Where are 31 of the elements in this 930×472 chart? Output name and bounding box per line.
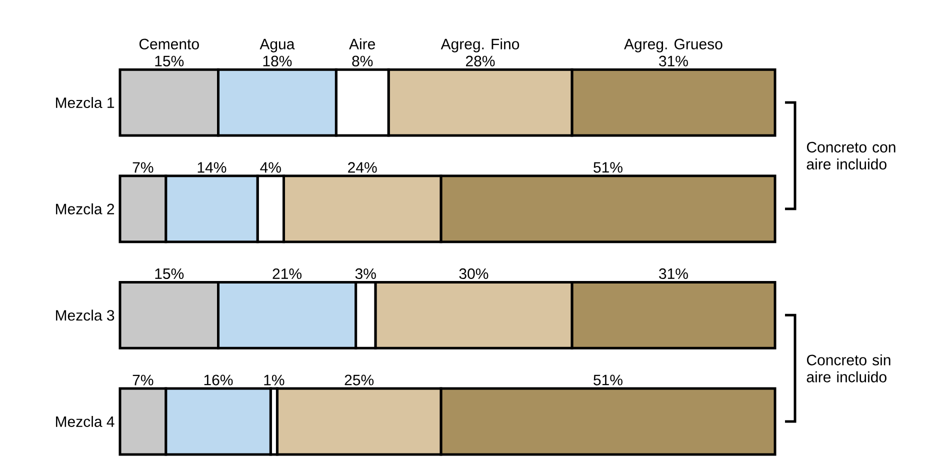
text: Concreto con aire incluido: [806, 142, 896, 170]
data-label: 51%: [594, 162, 622, 173]
data-label: 15%: [155, 268, 184, 280]
series-label: Agreg. Grueso: [624, 38, 722, 52]
y-tick-label: Mezcla 3: [56, 310, 114, 321]
data-label: 31%: [659, 56, 688, 66]
data-label: 25%: [344, 374, 374, 386]
data-label: 16%: [204, 374, 233, 386]
data-label: 15%: [155, 56, 184, 66]
data-label: 30%: [459, 268, 488, 280]
text: Concreto sin aire incluido: [806, 354, 890, 382]
series-label: Agua: [260, 38, 295, 52]
data-label: 7%: [132, 162, 154, 173]
data-label: 3%: [355, 268, 376, 280]
y-tick-label: Mezcla 2: [56, 203, 114, 214]
data-label: 1%: [264, 374, 284, 386]
data-label: 8%: [352, 56, 373, 66]
series-label: Cemento: [139, 38, 199, 50]
data-label: 14%: [198, 162, 226, 173]
data-label: 24%: [348, 162, 377, 173]
data-label: 28%: [466, 56, 495, 66]
data-label: 51%: [594, 374, 622, 386]
series-label: Aire: [349, 38, 376, 50]
y-tick-label: Mezcla 4: [56, 416, 114, 427]
y-tick-label: Mezcla 1: [56, 97, 114, 108]
data-label: 21%: [272, 268, 302, 280]
data-label: 7%: [132, 374, 154, 386]
data-label: 4%: [260, 162, 281, 173]
series-label: Agreg. Fino: [440, 38, 520, 52]
data-label: 31%: [659, 268, 688, 280]
data-label: 18%: [263, 56, 292, 66]
